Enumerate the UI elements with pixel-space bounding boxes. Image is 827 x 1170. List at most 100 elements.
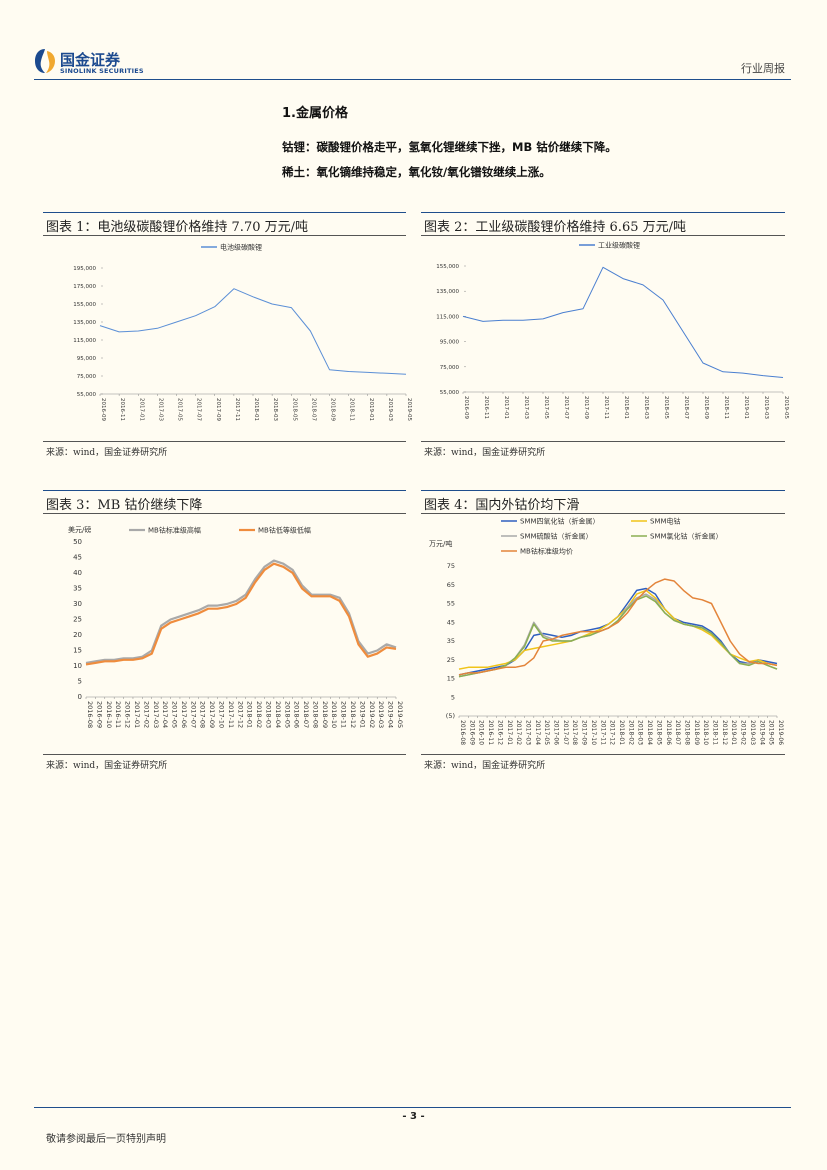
x-tick-label: 2016-09 bbox=[468, 720, 475, 745]
x-tick-label: 2019-02 bbox=[368, 701, 376, 728]
x-tick-label: 2017-03 bbox=[523, 396, 529, 419]
x-tick-label: 2018-08 bbox=[683, 720, 690, 745]
fig1-title: 图表 1：电池级碳酸锂价格维持 7.70 万元/吨 bbox=[46, 220, 308, 235]
fig2-bottom-rule bbox=[421, 441, 785, 442]
fig3-title-rule bbox=[43, 513, 406, 514]
page-number: - 3 - bbox=[402, 1111, 425, 1122]
x-tick-label: 2017-05 bbox=[177, 398, 183, 421]
x-tick-label: 2017-01 bbox=[506, 720, 513, 745]
x-tick-label: 2019-01 bbox=[743, 396, 749, 419]
x-tick-label: 2018-11 bbox=[723, 396, 729, 419]
x-tick-label: 2018-07 bbox=[683, 396, 689, 419]
x-tick-label: 2016-12 bbox=[496, 720, 503, 745]
x-tick-label: 2018-07 bbox=[302, 701, 310, 728]
x-tick-label: 2017-08 bbox=[199, 701, 207, 728]
y-tick-label: 35 bbox=[73, 585, 82, 593]
series-line-1 bbox=[99, 288, 407, 375]
legend-label: SMM电钴 bbox=[650, 517, 681, 526]
x-tick-label: 2017-12 bbox=[236, 701, 244, 728]
x-tick-label: 2017-10 bbox=[218, 701, 226, 728]
x-tick-label: 2018-04 bbox=[646, 720, 653, 745]
x-tick-label: 2018-03 bbox=[272, 398, 278, 421]
x-tick-label: 2016-10 bbox=[105, 701, 113, 728]
x-tick-label: 2018-09 bbox=[693, 720, 700, 745]
y-tick-label: 75,000 bbox=[440, 365, 460, 371]
x-tick-label: 2018-03 bbox=[643, 396, 649, 419]
x-tick-label: 2017-04 bbox=[534, 720, 541, 745]
x-tick-label: 2018-05 bbox=[663, 396, 669, 419]
x-tick-label: 2017-07 bbox=[562, 720, 569, 745]
x-tick-label: 2018-06 bbox=[293, 701, 301, 728]
x-tick-label: 2017-01 bbox=[133, 701, 141, 728]
x-tick-label: 2017-11 bbox=[227, 701, 235, 728]
x-tick-label: 2018-11 bbox=[712, 720, 719, 745]
x-tick-label: 2017-09 bbox=[581, 720, 588, 745]
fig3-top-rule bbox=[43, 490, 406, 491]
x-tick-label: 2017-03 bbox=[152, 701, 160, 728]
x-tick-label: 2016-09 bbox=[95, 701, 103, 728]
x-tick-label: 2017-09 bbox=[583, 396, 589, 419]
series-line-1 bbox=[462, 266, 784, 378]
fig3-title: 图表 3：MB 钴价继续下降 bbox=[46, 498, 203, 513]
fig2-title-rule bbox=[421, 235, 785, 236]
logo-mark-icon bbox=[35, 49, 55, 73]
x-tick-label: 2019-02 bbox=[740, 720, 747, 745]
fig1-chart: 195,000 175,000 155,000 135,000 115,000 95,00… bbox=[73, 243, 412, 422]
fig4-bottom-rule bbox=[421, 754, 785, 755]
x-tick-label: 2017-04 bbox=[161, 701, 169, 728]
fig4-top-rule bbox=[421, 490, 785, 491]
y-tick-label: 35 bbox=[447, 637, 455, 645]
legend-label: MB钴低等级低幅 bbox=[258, 526, 311, 535]
fig4-title-rule bbox=[421, 513, 785, 514]
y-tick-label: 55 bbox=[447, 600, 455, 608]
y-tick-label: 95,000 bbox=[440, 340, 460, 346]
fig4-source: 来源：wind，国金证券研究所 bbox=[424, 761, 546, 771]
x-tick-label: 2018-11 bbox=[340, 701, 348, 728]
x-tick-label: 2018-09 bbox=[321, 701, 329, 728]
legend-label: SMM四氧化钴（折金属） bbox=[520, 517, 600, 526]
fig1-title-rule bbox=[43, 235, 406, 236]
legend-label: MB钴标准级均价 bbox=[520, 547, 573, 556]
fig3-source: 来源：wind，国金证券研究所 bbox=[46, 761, 168, 771]
x-tick-label: 2018-03 bbox=[637, 720, 644, 745]
x-tick-label: 2016-10 bbox=[478, 720, 485, 745]
x-tick-label: 2017-01 bbox=[138, 398, 144, 421]
x-tick-label: 2018-12 bbox=[349, 701, 357, 728]
fig3-bottom-rule bbox=[43, 754, 406, 755]
report-type: 行业周报 bbox=[741, 62, 785, 75]
company-logo: 国金证券 SINOLINK SECURITIES bbox=[34, 48, 154, 76]
legend-label: 电池级碳酸锂 bbox=[220, 243, 262, 252]
x-tick-label: 2017-02 bbox=[515, 720, 522, 745]
x-tick-label: 2019-03 bbox=[387, 398, 393, 421]
header-divider bbox=[34, 79, 791, 80]
y-tick-label: 115,000 bbox=[436, 314, 459, 320]
x-tick-label: 2019-01 bbox=[358, 701, 366, 728]
fig1-top-rule bbox=[43, 212, 406, 213]
x-tick-label: 2019-04 bbox=[758, 720, 765, 745]
x-tick-label: 2018-09 bbox=[330, 398, 336, 421]
y-tick-label: 10 bbox=[73, 662, 82, 670]
y-tick-label: 155,000 bbox=[73, 302, 96, 308]
x-tick-label: 2018-01 bbox=[623, 396, 629, 419]
x-tick-label: 2019-05 bbox=[768, 720, 775, 745]
x-tick-label: 2018-01 bbox=[246, 701, 254, 728]
y-tick-label: 40 bbox=[73, 569, 82, 577]
x-tick-label: 2019-03 bbox=[763, 396, 769, 419]
y-tick-label: (5) bbox=[446, 712, 455, 720]
x-tick-label: 2019-03 bbox=[377, 701, 385, 728]
fig1-bottom-rule bbox=[43, 441, 406, 442]
x-tick-label: 2016-11 bbox=[119, 398, 125, 421]
x-tick-label: 2016-09 bbox=[463, 396, 469, 419]
x-tick-label: 2017-09 bbox=[215, 398, 221, 421]
cobalt-lithium-summary: 钴锂：碳酸锂价格走平，氢氧化锂继续下挫，MB 钴价继续下降。 bbox=[282, 140, 617, 154]
x-tick-label: 2017-11 bbox=[603, 396, 609, 419]
x-tick-label: 2016-09 bbox=[100, 398, 106, 421]
x-tick-label: 2019-06 bbox=[777, 720, 784, 745]
x-tick-label: 2018-05 bbox=[291, 398, 297, 421]
x-tick-label: 2017-09 bbox=[208, 701, 216, 728]
x-tick-label: 2017-05 bbox=[543, 396, 549, 419]
x-tick-label: 2017-07 bbox=[196, 398, 202, 421]
y-tick-label: 5 bbox=[78, 678, 82, 686]
x-tick-label: 2018-07 bbox=[674, 720, 681, 745]
